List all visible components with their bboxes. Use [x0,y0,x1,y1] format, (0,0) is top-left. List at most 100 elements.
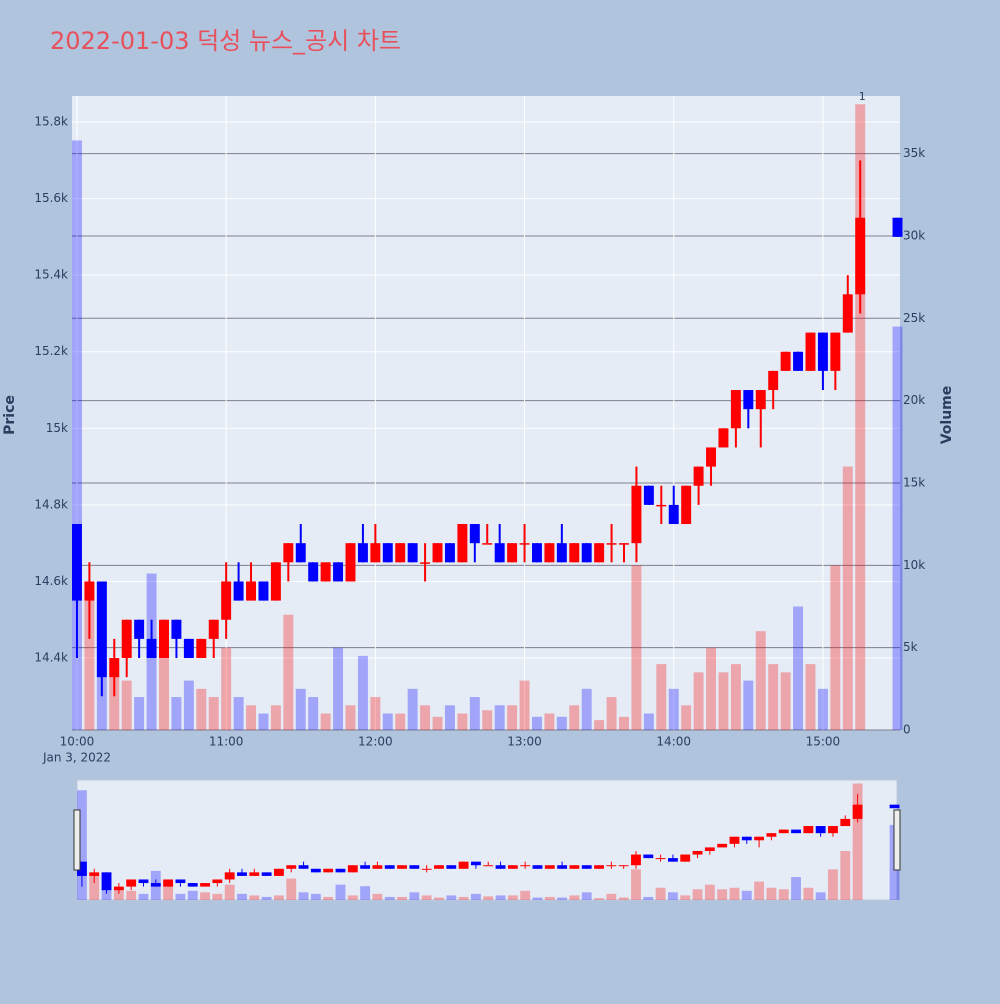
volume-bar [121,680,132,730]
slider-volume-bar [594,898,604,900]
volume-bar [457,713,468,730]
slider-candle-body [655,858,666,860]
range-slider[interactable] [76,779,898,901]
candle-body [159,619,169,659]
y2-tick-label: 5k [903,640,918,654]
candle-body [444,543,455,563]
volume-bar [656,664,667,730]
x-date-label: Jan 3, 2022 [42,751,111,765]
volume-bar [755,631,766,730]
slider-volume-bar [273,895,284,900]
candle-body [817,332,828,371]
volume-bar [780,672,791,730]
volume-bar [606,697,617,730]
slider-candle-body [261,872,272,876]
candle-body [308,562,319,582]
volume-bar [246,705,256,730]
slider-candle-body [347,865,358,873]
volume-bar [208,697,219,730]
volume-bar [109,664,120,730]
y2-tick-label: 20k [903,393,925,407]
slider-volume-bar [224,884,235,900]
slider-volume-bar [852,783,863,900]
slider-volume-bar [298,892,309,900]
candle-body [96,581,107,678]
candle-body [643,485,654,505]
slider-handle[interactable] [73,809,81,871]
slider-candle-body [113,886,124,891]
y2-tick-label: 30k [903,228,925,242]
volume-bar [295,688,306,730]
slider-handle[interactable] [893,809,901,871]
volume-bar [830,565,841,730]
slider-candle-body [286,865,297,869]
volume-bar [482,710,493,730]
slider-candle-body [803,826,814,834]
volume-bar [681,705,692,730]
candle-body [668,504,679,525]
x-tick-label: 14:00 [656,735,691,749]
volume-bar [718,672,729,730]
candle-body [681,485,692,525]
slider-candle-body [889,804,900,809]
candle-body [146,638,157,659]
candle-body [793,351,804,371]
candle-body [246,581,256,601]
volume-bar [556,716,567,730]
slider-volume-bar [495,895,506,900]
candle-body [420,562,431,564]
y-tick-label: 15k [46,421,68,435]
slider-candle-body [224,872,235,880]
candle-body [295,543,306,563]
candle-body [208,619,219,639]
volume-bar [283,614,294,730]
volume-bar [171,697,182,730]
slider-volume-bar [840,850,851,900]
candle-body [395,543,406,563]
candle-body [233,581,244,601]
slider-candle-body [791,829,801,834]
candle-body [519,543,530,545]
x-tick-label: 15:00 [806,735,841,749]
slider-volume-bar [778,889,789,900]
volume-bar [855,104,866,730]
candle-body [842,294,853,333]
slider-volume-bar [372,893,383,900]
volume-bar [345,705,356,730]
slider-volume-bar [421,895,432,900]
slider-candle-body [483,865,494,867]
y2-tick-label: 0 [903,723,911,737]
volume-bar [320,713,331,730]
slider-candle-body [618,865,629,867]
candle-body [706,447,716,467]
candle-body [693,466,704,486]
volume-bar [619,716,629,730]
volume-bar [395,713,406,730]
y2-tick-label: 15k [903,475,925,489]
candle-body [283,543,294,563]
volume-bar [494,705,505,730]
slider-candle-body [840,818,851,827]
candle-body [333,562,344,582]
candle-body [718,428,729,448]
x-tick-label: 12:00 [358,735,393,749]
y-tick-label: 15.8k [34,115,68,129]
slider-candle-body [754,836,765,841]
volume-bar [519,680,530,730]
volume-bar [270,705,281,730]
candle-body [532,543,542,563]
y-tick-label: 15.4k [34,268,68,282]
slider-candle-body [212,879,223,884]
volume-bar [196,688,207,730]
slider-candle-body [138,879,149,884]
slider-candle-body [717,843,728,848]
volume-bar [544,713,555,730]
slider-candle-body [237,872,247,876]
slider-candle-body [101,872,112,891]
volume-bar [183,680,194,730]
slider-volume-bar [175,893,186,900]
volume-bar [382,713,393,730]
volume-bar [72,140,82,730]
candle-body [755,390,766,410]
candle-body [134,619,145,639]
